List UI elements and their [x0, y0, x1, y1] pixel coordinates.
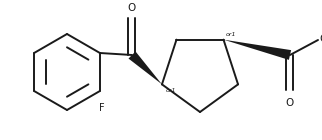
Polygon shape [128, 51, 162, 84]
Text: or1: or1 [225, 32, 236, 37]
Text: O: O [128, 3, 136, 13]
Text: O: O [286, 98, 294, 108]
Text: OH: OH [319, 34, 322, 44]
Text: or1: or1 [166, 88, 176, 93]
Polygon shape [223, 40, 291, 60]
Text: F: F [99, 103, 105, 113]
